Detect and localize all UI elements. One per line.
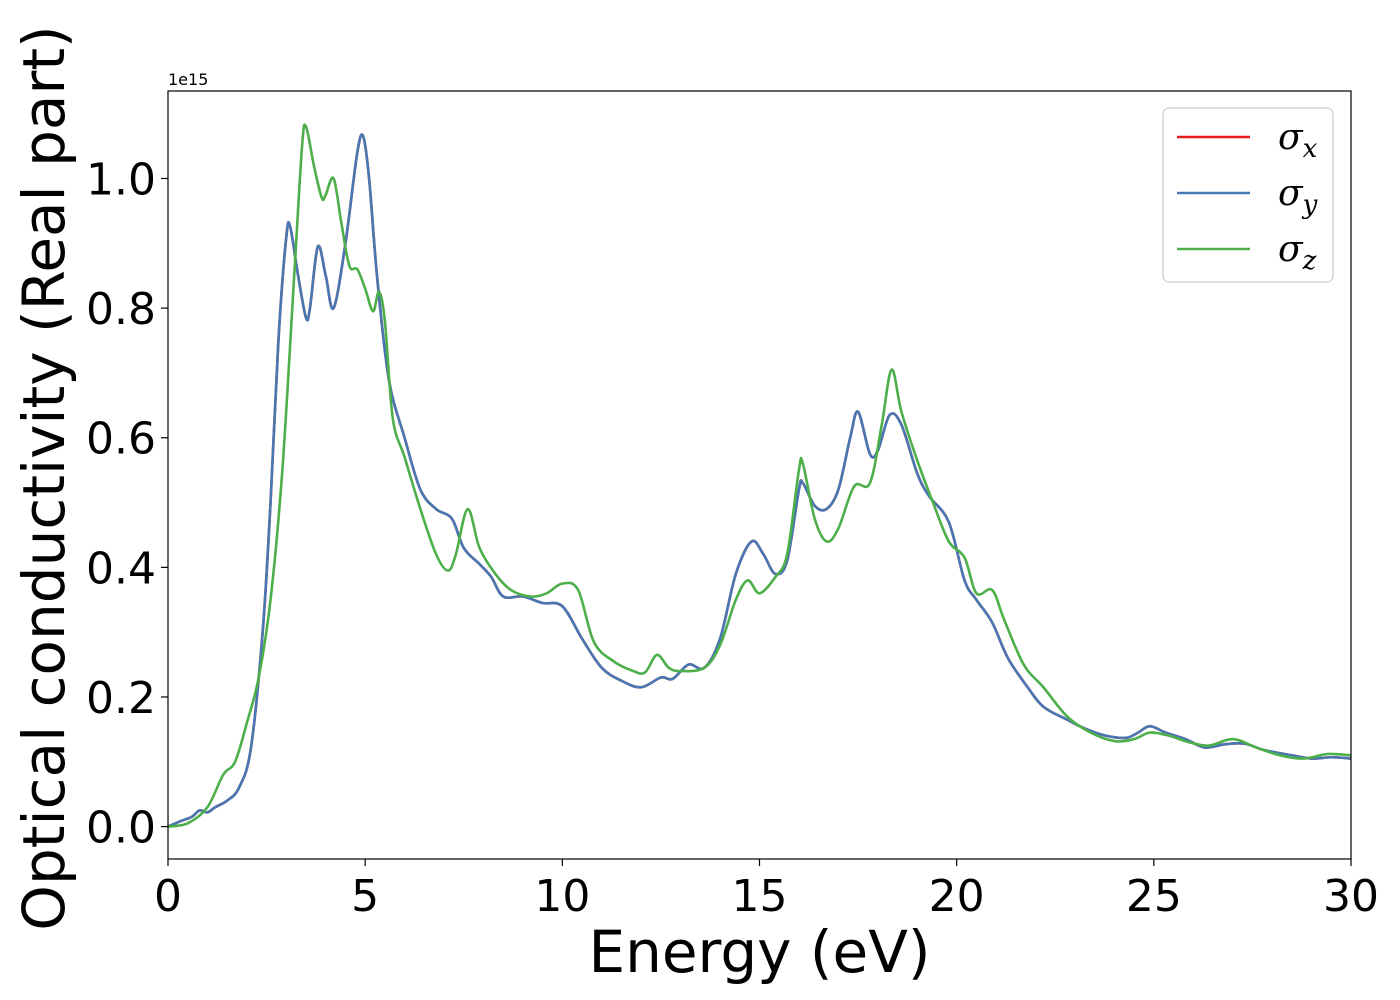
legend: σx σy σz bbox=[1162, 107, 1334, 283]
legend-label-x: σx bbox=[1278, 117, 1318, 164]
legend-box bbox=[1162, 107, 1334, 283]
y-axis-label: Optical conductivity (Real part) bbox=[10, 25, 78, 930]
y-axis-ticks: 0.0 0.2 0.4 0.6 0.8 1.0 bbox=[86, 154, 168, 854]
x-tick-label: 20 bbox=[929, 871, 985, 922]
legend-label-z: σz bbox=[1278, 229, 1317, 276]
y-tick-label: 0.8 bbox=[86, 284, 156, 335]
legend-label-y: σy bbox=[1278, 173, 1318, 220]
x-tick-label: 0 bbox=[154, 871, 182, 922]
series-layer bbox=[167, 123, 1352, 828]
x-tick-label: 15 bbox=[732, 871, 788, 922]
series-line-z bbox=[167, 123, 1352, 828]
y-tick-label: 0.4 bbox=[86, 543, 156, 594]
x-tick-label: 25 bbox=[1126, 871, 1182, 922]
y-tick-label: 0.2 bbox=[86, 673, 156, 724]
x-axis-ticks: 0 5 10 15 20 25 30 bbox=[154, 859, 1379, 922]
x-tick-label: 5 bbox=[351, 871, 379, 922]
plot-area bbox=[168, 91, 1351, 859]
series-line-y bbox=[167, 133, 1352, 828]
x-axis-label: Energy (eV) bbox=[588, 918, 930, 986]
y-tick-label: 0.0 bbox=[86, 803, 156, 854]
y-tick-label: 0.6 bbox=[86, 414, 156, 465]
x-tick-label: 10 bbox=[534, 871, 590, 922]
x-tick-label: 30 bbox=[1323, 871, 1379, 922]
y-tick-label: 1.0 bbox=[86, 154, 156, 205]
y-offset-label: 1e15 bbox=[168, 70, 208, 89]
